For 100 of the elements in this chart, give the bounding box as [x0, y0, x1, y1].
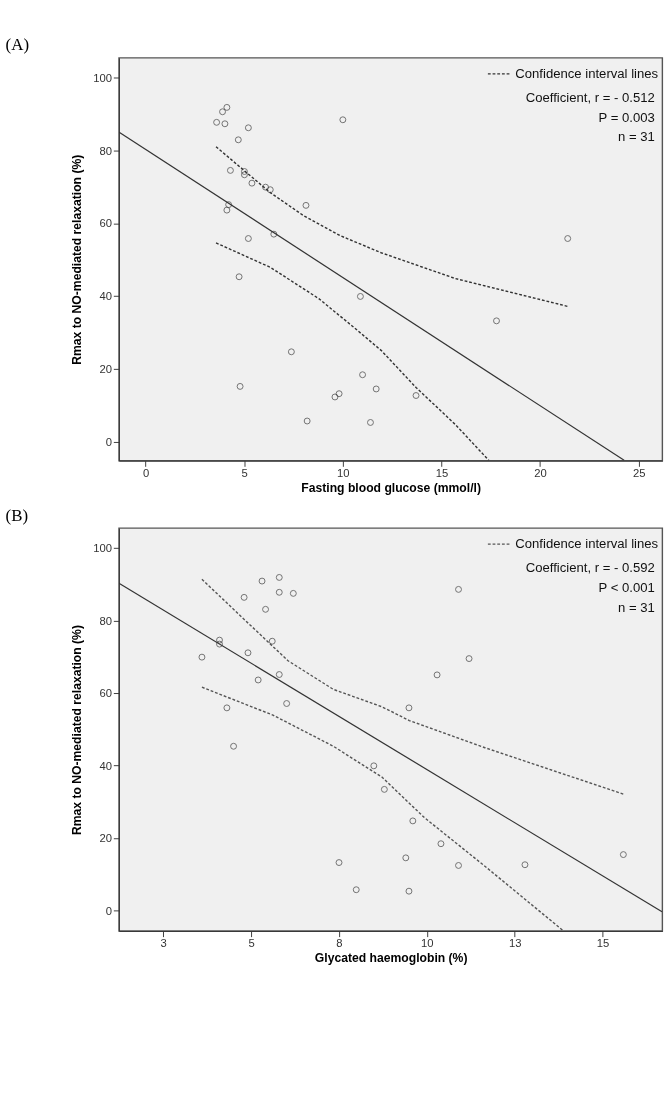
chart-title: (B)	[5, 505, 29, 525]
point	[287, 348, 295, 356]
point	[223, 206, 231, 214]
y-tick-label: 20	[99, 832, 112, 845]
point	[216, 636, 223, 644]
point	[244, 649, 252, 657]
x-axis-title: Fasting blood glucose (mmol/l)	[301, 481, 481, 496]
y-axis-title: Rmax to NO-mediated relaxation (%)	[70, 625, 85, 836]
point	[221, 120, 229, 128]
x-tick-label: 5	[241, 467, 248, 480]
point	[433, 671, 441, 679]
point	[455, 585, 462, 593]
point	[335, 390, 343, 398]
x-tick-label: 10	[337, 467, 350, 480]
point	[225, 201, 233, 209]
point	[275, 588, 283, 596]
point	[248, 179, 256, 187]
y-tick-label: 0	[105, 435, 112, 448]
point	[275, 574, 283, 581]
point	[241, 168, 248, 175]
legend-label: Confidence interval lines	[515, 535, 659, 551]
x-tick-label: 15	[596, 937, 610, 950]
x-axis-title: Glycated haemoglobin (%)	[314, 951, 468, 966]
point	[234, 136, 242, 144]
point	[405, 887, 413, 895]
point	[412, 392, 420, 399]
point	[241, 171, 248, 179]
point	[302, 201, 310, 209]
point	[331, 393, 339, 401]
point	[372, 385, 380, 393]
point	[493, 317, 500, 325]
point	[380, 785, 388, 793]
point	[262, 183, 269, 191]
x-tick-label: 20	[534, 467, 547, 480]
annotation: P = 0.003	[598, 109, 655, 125]
point	[409, 817, 417, 825]
point	[219, 108, 226, 116]
x-tick-label: 15	[435, 467, 449, 480]
point	[352, 886, 360, 894]
y-tick-label: 0	[105, 904, 112, 917]
point	[268, 637, 276, 645]
point	[564, 235, 572, 242]
point	[254, 676, 262, 684]
x-tick-label: 8	[336, 937, 343, 950]
y-tick-label: 100	[93, 71, 112, 84]
point	[359, 371, 367, 379]
y-tick-label: 60	[99, 217, 112, 230]
point	[335, 859, 343, 866]
annotation: Coefficient, r = - 0.512	[525, 89, 655, 105]
point	[198, 653, 206, 661]
x-tick-label: 10	[421, 937, 434, 950]
legend-label: Confidence interval lines	[515, 65, 659, 81]
annotation: n = 31	[618, 599, 655, 615]
annotation: n = 31	[618, 129, 655, 145]
point	[223, 103, 231, 111]
point	[303, 417, 311, 425]
point	[244, 124, 252, 132]
y-tick-label: 20	[99, 363, 112, 376]
y-tick-label: 100	[93, 542, 112, 555]
y-tick-label: 80	[99, 144, 112, 157]
y-tick-label: 40	[99, 759, 112, 772]
point	[405, 704, 413, 712]
point	[236, 382, 244, 390]
x-tick-label: 0	[142, 467, 150, 480]
y-tick-label: 80	[99, 614, 112, 627]
x-tick-label: 13	[508, 937, 522, 950]
point	[270, 230, 278, 238]
point	[370, 762, 378, 770]
annotation: Coefficient, r = - 0.592	[525, 560, 655, 576]
point	[367, 419, 374, 426]
point	[275, 671, 283, 678]
point	[223, 704, 231, 712]
point	[244, 235, 252, 242]
x-tick-label: 3	[160, 937, 167, 950]
point	[437, 840, 445, 848]
chart-title: (A)	[5, 35, 30, 55]
y-tick-label: 60	[99, 687, 112, 700]
point	[402, 854, 410, 862]
line-series	[215, 146, 570, 308]
point	[455, 862, 462, 869]
point	[521, 861, 529, 869]
point	[266, 186, 274, 194]
annotation: P < 0.001	[598, 579, 655, 595]
point	[240, 593, 248, 601]
point	[619, 851, 627, 859]
point	[289, 589, 297, 597]
x-tick-label: 25	[632, 467, 646, 480]
point	[283, 700, 291, 707]
y-axis-title: Rmax to NO-mediated relaxation (%)	[70, 154, 85, 365]
point	[216, 640, 223, 648]
point	[339, 116, 347, 124]
point	[258, 577, 266, 585]
point	[262, 605, 269, 613]
point	[213, 118, 221, 126]
point	[356, 293, 364, 300]
y-tick-label: 40	[99, 290, 112, 303]
point	[230, 742, 237, 750]
point	[465, 655, 473, 663]
x-tick-label: 5	[248, 937, 255, 950]
point	[226, 166, 234, 174]
